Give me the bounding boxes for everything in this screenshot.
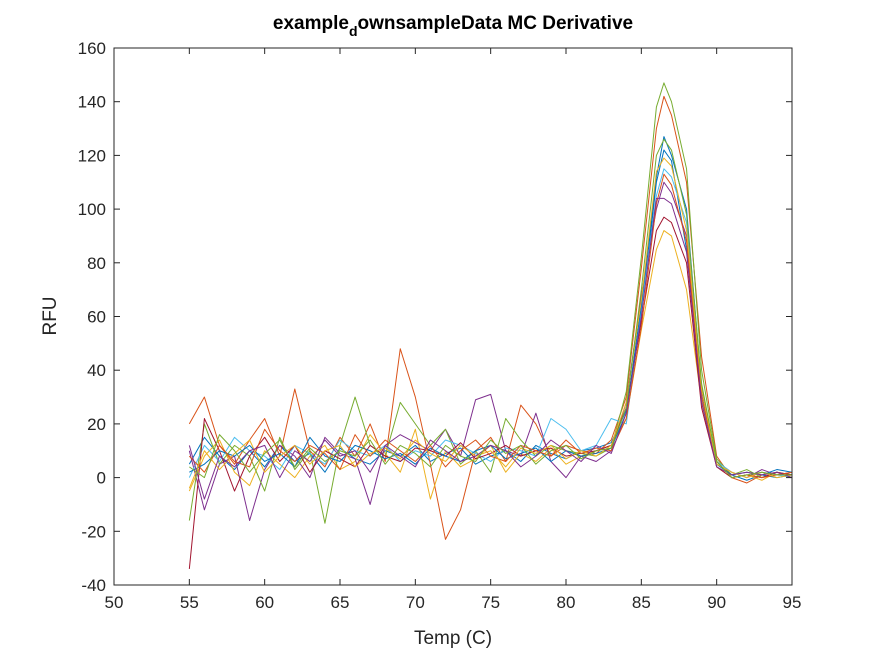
x-tick-label: 60 bbox=[255, 593, 274, 612]
chart-title-rest: ownsampleData MC Derivative bbox=[358, 13, 634, 34]
x-tick-label: 50 bbox=[105, 593, 124, 612]
y-tick-label: 20 bbox=[87, 415, 106, 434]
series-lines bbox=[188, 82, 793, 569]
y-tick-label: -40 bbox=[81, 576, 106, 595]
x-tick-label: 55 bbox=[180, 593, 199, 612]
x-tick-label: 70 bbox=[406, 593, 425, 612]
chart-title: exampledownsampleData MC Derivative bbox=[273, 13, 633, 39]
series-line-10 bbox=[188, 157, 793, 489]
y-tick-label: 120 bbox=[78, 146, 106, 165]
series-line-11 bbox=[188, 197, 793, 500]
y-tick-label: 40 bbox=[87, 361, 106, 380]
series-line-7 bbox=[188, 216, 793, 569]
y-tick-label: -20 bbox=[81, 522, 106, 541]
axis-ticks: 50 55 60 65 70 75 80 85 90 95 -40 -20 0 20 40 60 80 100 12… bbox=[78, 39, 802, 612]
y-tick-label: 140 bbox=[78, 93, 106, 112]
x-tick-label: 85 bbox=[632, 593, 651, 612]
chart-title-main: example bbox=[273, 13, 349, 34]
y-axis-label: RFU bbox=[40, 296, 61, 335]
series-line-12 bbox=[189, 138, 792, 479]
x-tick-label: 90 bbox=[707, 593, 726, 612]
x-tick-label: 75 bbox=[481, 593, 500, 612]
chart-title-subscript: d bbox=[349, 23, 358, 39]
y-tick-label: 100 bbox=[78, 200, 106, 219]
x-tick-label: 65 bbox=[331, 593, 350, 612]
x-axis-label: Temp (C) bbox=[414, 628, 492, 649]
y-tick-label: 60 bbox=[87, 308, 106, 327]
x-tick-label: 95 bbox=[783, 593, 802, 612]
series-line-6 bbox=[188, 168, 793, 479]
y-tick-label: 80 bbox=[87, 254, 106, 273]
y-tick-label: 160 bbox=[78, 39, 106, 58]
x-tick-label: 80 bbox=[557, 593, 576, 612]
y-tick-label: 0 bbox=[97, 469, 106, 488]
